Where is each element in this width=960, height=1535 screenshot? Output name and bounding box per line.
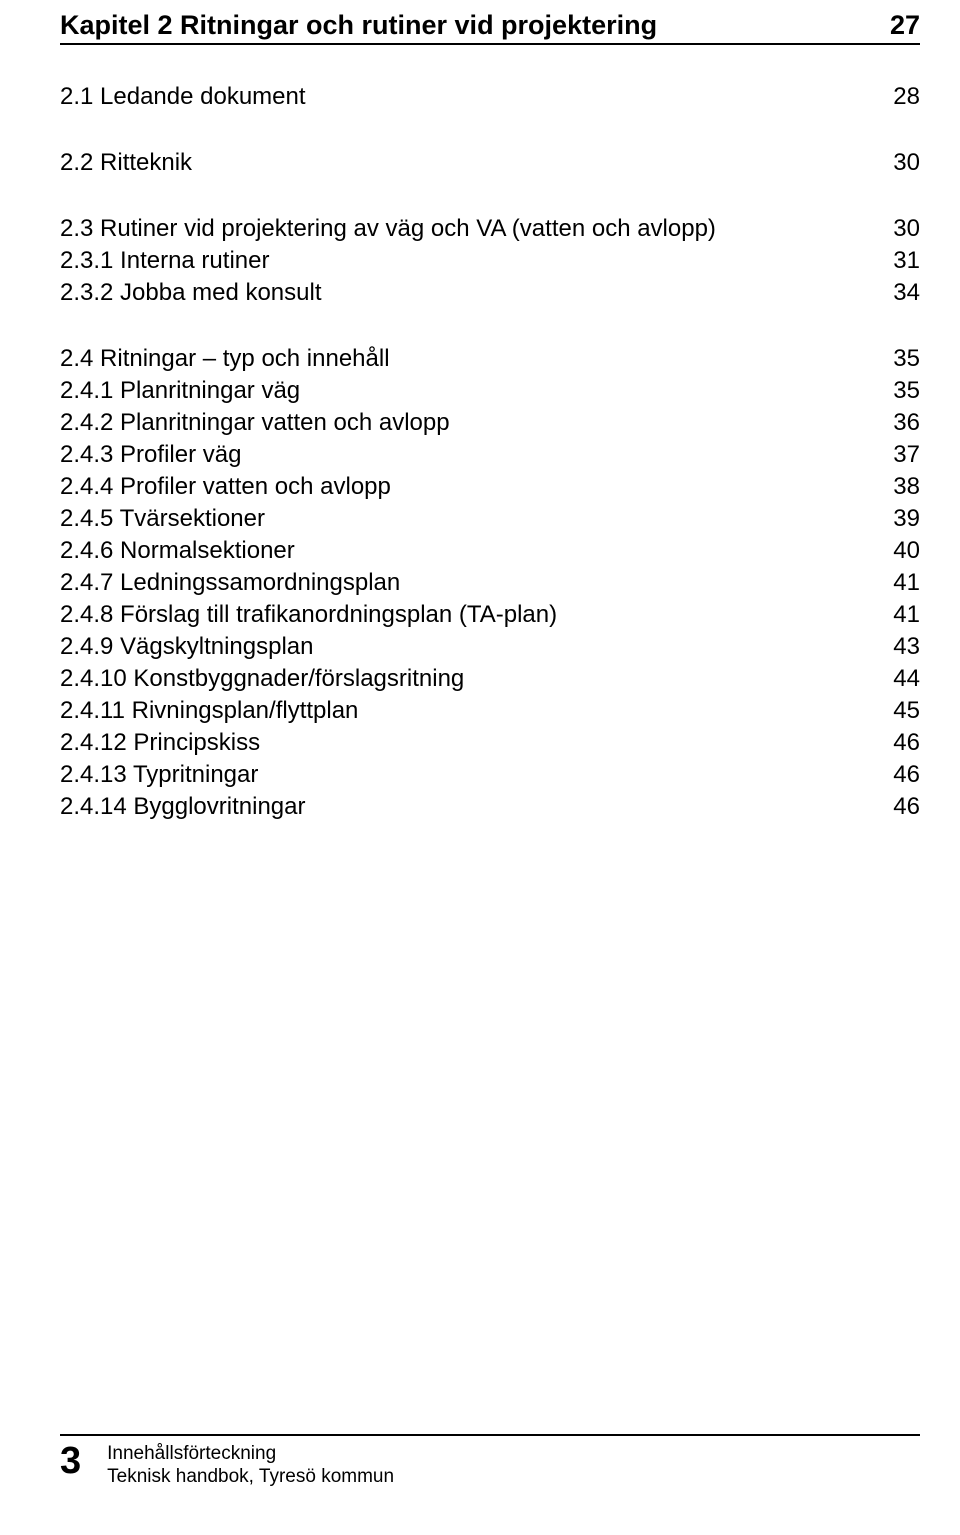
toc-sub-label: 2.4.7 Ledningssamordningsplan	[60, 569, 400, 597]
toc-section-label: 2.2 Ritteknik	[60, 149, 192, 177]
toc-sub-row: 2.4.6 Normalsektioner 40	[60, 537, 920, 565]
footer-text: Innehållsförteckning Teknisk handbok, Ty…	[107, 1442, 394, 1490]
toc-sub-label: 2.4.11 Rivningsplan/flyttplan	[60, 697, 358, 725]
toc-sub-label: 2.4.1 Planritningar väg	[60, 377, 300, 405]
page-footer: 3 Innehållsförteckning Teknisk handbok, …	[60, 1434, 920, 1490]
toc-section-label: 2.4 Ritningar – typ och innehåll	[60, 345, 390, 373]
toc-sub-row: 2.4.12 Principskiss 46	[60, 729, 920, 757]
toc-sub-page: 37	[893, 441, 920, 469]
toc-sub-row: 2.4.9 Vägskyltningsplan 43	[60, 633, 920, 661]
toc-sub-label: 2.3.1 Interna rutiner	[60, 247, 269, 275]
toc-sub-row: 2.4.3 Profiler väg 37	[60, 441, 920, 469]
toc-sub-page: 45	[893, 697, 920, 725]
toc-sub-page: 34	[893, 279, 920, 307]
footer-line-2: Teknisk handbok, Tyresö kommun	[107, 1465, 394, 1489]
toc-section-row: 2.4 Ritningar – typ och innehåll 35	[60, 345, 920, 373]
footer-rule	[60, 1434, 920, 1436]
toc-section-row: 2.3 Rutiner vid projektering av väg och …	[60, 215, 920, 243]
toc-sub-row: 2.4.11 Rivningsplan/flyttplan 45	[60, 697, 920, 725]
toc-sub-page: 44	[893, 665, 920, 693]
toc-sub-row: 2.3.2 Jobba med konsult 34	[60, 279, 920, 307]
toc-section-page: 35	[893, 345, 920, 373]
toc-sub-row: 2.4.13 Typritningar 46	[60, 761, 920, 789]
toc-section-label: 2.1 Ledande dokument	[60, 83, 306, 111]
toc-section-row: 2.1 Ledande dokument 28	[60, 83, 920, 111]
toc-sub-row: 2.3.1 Interna rutiner 31	[60, 247, 920, 275]
toc-sub-group: 2.4.1 Planritningar väg 35 2.4.2 Planrit…	[60, 377, 920, 821]
toc-sub-label: 2.4.8 Förslag till trafikanordningsplan …	[60, 601, 557, 629]
toc-sub-row: 2.4.14 Bygglovritningar 46	[60, 793, 920, 821]
footer-page-number: 3	[60, 1442, 81, 1480]
chapter-page: 27	[890, 10, 920, 41]
toc-section-page: 28	[893, 83, 920, 111]
toc-sub-label: 2.4.6 Normalsektioner	[60, 537, 295, 565]
toc-sub-row: 2.4.7 Ledningssamordningsplan 41	[60, 569, 920, 597]
toc-sub-group: 2.3.1 Interna rutiner 31 2.3.2 Jobba med…	[60, 247, 920, 307]
chapter-title: Kapitel 2 Ritningar och rutiner vid proj…	[60, 10, 657, 41]
page: Kapitel 2 Ritningar och rutiner vid proj…	[0, 0, 960, 1535]
toc-sub-row: 2.4.4 Profiler vatten och avlopp 38	[60, 473, 920, 501]
toc-sub-label: 2.4.2 Planritningar vatten och avlopp	[60, 409, 450, 437]
toc-sub-page: 36	[893, 409, 920, 437]
toc-sub-label: 2.4.3 Profiler väg	[60, 441, 241, 469]
toc-sub-page: 46	[893, 729, 920, 757]
footer-content: 3 Innehållsförteckning Teknisk handbok, …	[60, 1442, 920, 1490]
toc-sub-label: 2.4.9 Vägskyltningsplan	[60, 633, 314, 661]
toc-sub-page: 40	[893, 537, 920, 565]
toc-sub-page: 43	[893, 633, 920, 661]
toc-sub-page: 38	[893, 473, 920, 501]
toc-sub-page: 46	[893, 761, 920, 789]
toc-sub-label: 2.4.12 Principskiss	[60, 729, 260, 757]
toc-sub-label: 2.4.10 Konstbyggnader/förslagsritning	[60, 665, 464, 693]
toc-sub-label: 2.3.2 Jobba med konsult	[60, 279, 322, 307]
toc-sub-label: 2.4.5 Tvärsektioner	[60, 505, 265, 533]
toc-sub-page: 39	[893, 505, 920, 533]
toc-sub-row: 2.4.1 Planritningar väg 35	[60, 377, 920, 405]
toc-section-page: 30	[893, 215, 920, 243]
toc-sub-label: 2.4.13 Typritningar	[60, 761, 258, 789]
footer-line-1: Innehållsförteckning	[107, 1442, 394, 1466]
toc-sub-page: 41	[893, 569, 920, 597]
toc-section-label: 2.3 Rutiner vid projektering av väg och …	[60, 215, 716, 243]
toc-sub-page: 46	[893, 793, 920, 821]
toc-sub-row: 2.4.5 Tvärsektioner 39	[60, 505, 920, 533]
toc-sub-page: 31	[893, 247, 920, 275]
toc-sub-row: 2.4.8 Förslag till trafikanordningsplan …	[60, 601, 920, 629]
toc-sub-label: 2.4.14 Bygglovritningar	[60, 793, 305, 821]
chapter-heading-row: Kapitel 2 Ritningar och rutiner vid proj…	[60, 10, 920, 45]
toc-sub-page: 35	[893, 377, 920, 405]
toc-section-row: 2.2 Ritteknik 30	[60, 149, 920, 177]
toc-sub-label: 2.4.4 Profiler vatten och avlopp	[60, 473, 391, 501]
toc-sub-page: 41	[893, 601, 920, 629]
toc-sub-row: 2.4.10 Konstbyggnader/förslagsritning 44	[60, 665, 920, 693]
toc-section-page: 30	[893, 149, 920, 177]
toc-sub-row: 2.4.2 Planritningar vatten och avlopp 36	[60, 409, 920, 437]
